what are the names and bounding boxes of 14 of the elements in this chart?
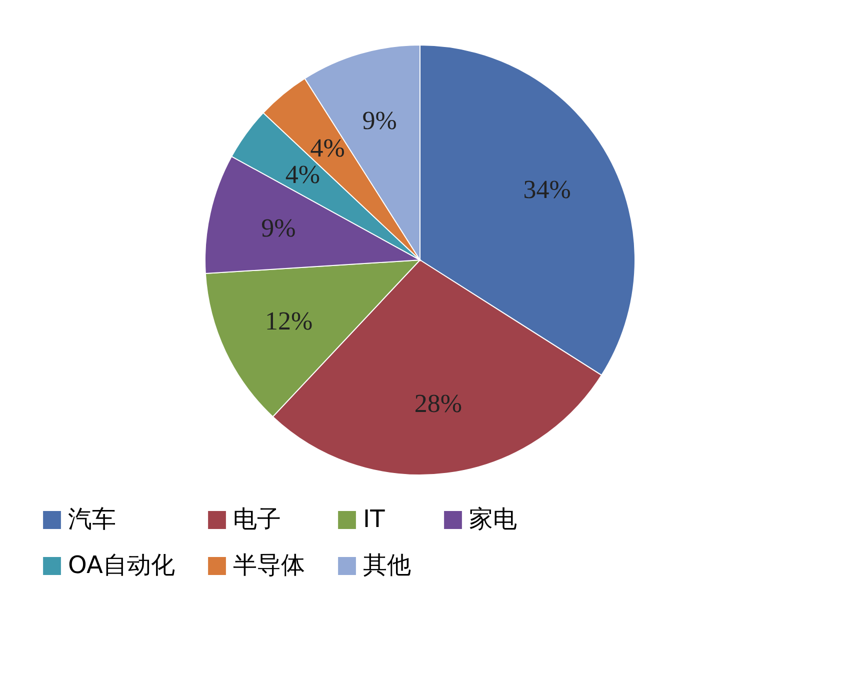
data-label: 9%: [362, 106, 397, 135]
legend-label: 家电: [469, 505, 517, 533]
legend-label: IT: [363, 505, 386, 533]
legend-label: 其他: [363, 551, 411, 579]
data-label: 4%: [285, 160, 320, 189]
data-label: 12%: [264, 306, 313, 336]
data-label: 4%: [310, 133, 345, 162]
legend-label: 电子: [233, 505, 281, 533]
legend-label: 半导体: [233, 551, 305, 579]
data-label: 28%: [414, 388, 462, 418]
legend-label: OA自动化: [68, 551, 175, 579]
data-label: 34%: [523, 175, 571, 204]
data-label: 9%: [261, 213, 296, 242]
legend-label: 汽车: [68, 505, 116, 533]
